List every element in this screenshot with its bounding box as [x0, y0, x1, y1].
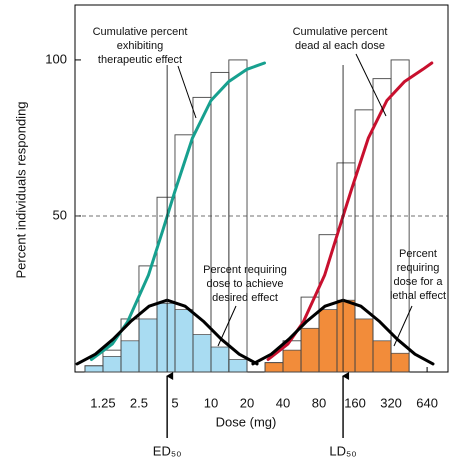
marker-label: LD₅₀	[329, 443, 356, 458]
x-tick-label: 640	[416, 395, 438, 410]
annotation-text: Cumulative percent	[93, 26, 188, 38]
plot-frame	[74, 4, 449, 373]
histogram-bar	[210, 346, 230, 373]
annotation-text: desired effect	[212, 292, 278, 304]
annotation-text: lethal effect	[390, 290, 446, 302]
annotation-text: Cumulative percent	[293, 26, 388, 38]
histogram-bar	[282, 349, 302, 373]
histogram-bar	[228, 359, 248, 373]
marker-label: ED₅₀	[153, 443, 182, 458]
histogram-bar	[84, 365, 104, 373]
x-tick-label: 160	[344, 395, 366, 410]
x-tick-label: 1.25	[90, 395, 115, 410]
x-tick-label: 80	[312, 395, 326, 410]
x-tick-label: 20	[240, 395, 254, 410]
annotation-text: dose for a	[394, 276, 444, 288]
x-tick-label: 40	[276, 395, 290, 410]
y-axis-label: Percent individuals responding	[13, 101, 28, 278]
annotation-pointer	[217, 305, 237, 347]
annotation-text: requiring	[397, 262, 440, 274]
histogram-bar	[318, 309, 338, 373]
cumulative-step	[228, 59, 248, 373]
histogram-bar	[300, 327, 320, 373]
annotation-text: Percent	[399, 248, 437, 260]
histogram-bar	[138, 318, 158, 373]
annotation-pointer	[393, 305, 413, 347]
histogram-bar	[192, 334, 212, 373]
histogram-bar	[390, 352, 410, 373]
x-tick-label: 320	[380, 395, 402, 410]
histogram-bar	[264, 362, 284, 373]
annotation-text: dose to achieve	[206, 278, 283, 290]
x-tick-label: 5	[171, 395, 178, 410]
histogram-bar	[336, 299, 356, 373]
annotation-pointer	[355, 53, 387, 117]
histogram-bar	[156, 302, 176, 373]
annotation-text: Percent requiring	[203, 264, 287, 276]
y-tick-label: 100	[45, 51, 67, 66]
annotation-pointer	[177, 65, 197, 119]
histogram-bar	[372, 340, 392, 373]
x-axis-label: Dose (mg)	[216, 414, 277, 429]
y-tick-label: 50	[53, 207, 67, 222]
histogram-bar	[174, 309, 194, 373]
histogram-bar	[354, 318, 374, 373]
histogram-bar	[120, 340, 140, 373]
annotation-text: therapeutic effect	[98, 54, 182, 66]
histogram-bar	[102, 355, 122, 373]
x-tick-label: 10	[204, 395, 218, 410]
annotation-text: dead al each dose	[295, 40, 385, 52]
annotation-text: exhibiting	[117, 40, 163, 52]
x-tick-label: 2.5	[130, 395, 148, 410]
